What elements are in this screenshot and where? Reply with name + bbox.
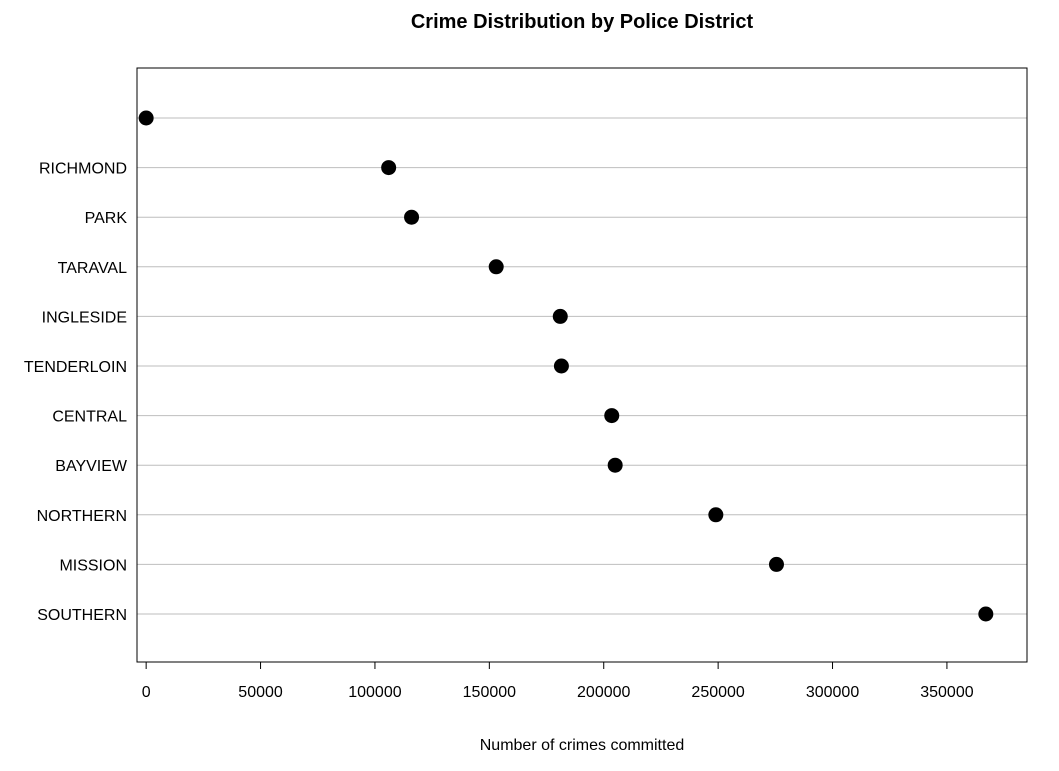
- x-tick-label: 250000: [691, 684, 744, 701]
- x-tick-label: 150000: [463, 684, 516, 701]
- grid-lines: [137, 117, 1027, 615]
- y-tick-label: BAYVIEW: [55, 458, 128, 475]
- y-tick-label: INGLESIDE: [42, 309, 127, 326]
- y-tick-label: SOUTHERN: [37, 607, 127, 624]
- data-points: [138, 110, 994, 622]
- data-point: [381, 160, 397, 176]
- y-tick-label: RICHMOND: [39, 161, 127, 178]
- x-axis-ticks: 0 50000 100000 150000 200000 250000 300000 3500…: [142, 662, 974, 701]
- y-axis-tick-labels: RICHMOND PARK TARAVAL INGLESIDE TENDERLOIN CE…: [24, 161, 128, 624]
- plot-frame: [136, 67, 1028, 663]
- data-point: [978, 606, 994, 622]
- y-tick-label: MISSION: [59, 557, 127, 574]
- x-tick-label: 50000: [238, 684, 283, 701]
- y-tick-label: TENDERLOIN: [24, 359, 127, 376]
- chart-title: Crime Distribution by Police District: [411, 11, 754, 33]
- x-tick-label: 0: [142, 684, 151, 701]
- data-point: [552, 308, 568, 324]
- data-point: [607, 457, 623, 473]
- x-axis-label: Number of crimes committed: [480, 737, 685, 754]
- data-point: [404, 209, 420, 225]
- x-tick-label: 350000: [920, 684, 973, 701]
- data-point: [768, 556, 784, 572]
- x-tick-label: 300000: [806, 684, 859, 701]
- y-tick-label: CENTRAL: [52, 409, 127, 426]
- y-tick-label: NORTHERN: [37, 508, 127, 525]
- data-point: [604, 408, 620, 424]
- data-point: [553, 358, 569, 374]
- data-point: [708, 507, 724, 523]
- data-point: [138, 110, 154, 126]
- y-tick-label: TARAVAL: [58, 260, 127, 277]
- x-tick-label: 100000: [348, 684, 401, 701]
- x-tick-label: 200000: [577, 684, 630, 701]
- data-point: [488, 259, 504, 275]
- y-tick-label: PARK: [85, 210, 128, 227]
